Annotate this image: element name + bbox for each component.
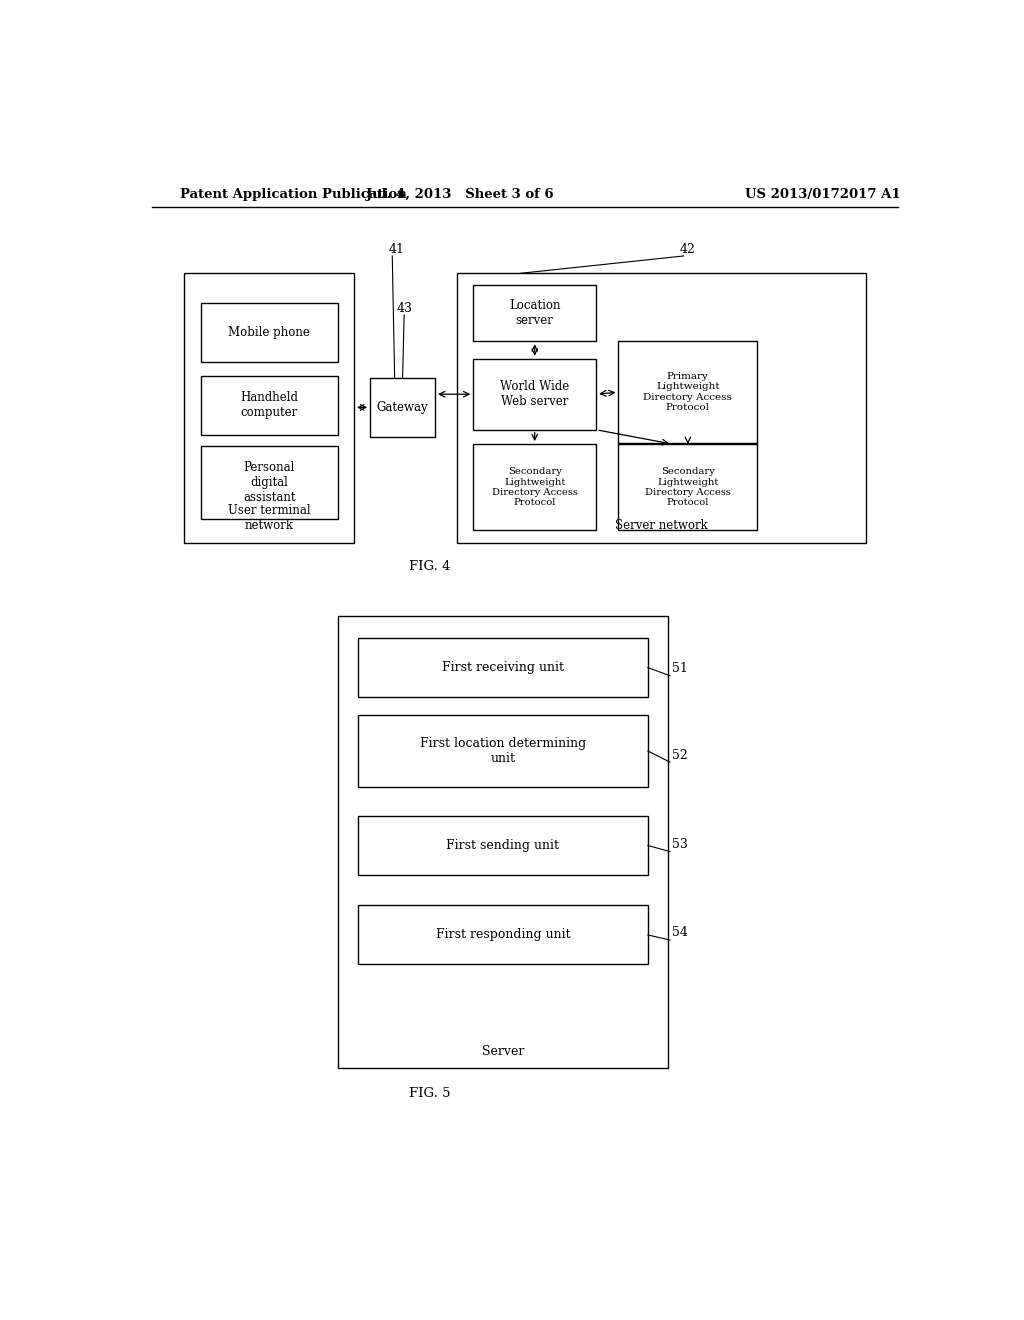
Text: First sending unit: First sending unit [446, 840, 559, 851]
Text: 43: 43 [396, 302, 413, 315]
Text: Secondary
Lightweight
Directory Access
Protocol: Secondary Lightweight Directory Access P… [645, 467, 731, 507]
Text: 42: 42 [680, 243, 695, 256]
Text: User terminal
network: User terminal network [227, 504, 310, 532]
Text: Mobile phone: Mobile phone [228, 326, 310, 339]
Text: Server network: Server network [615, 520, 708, 532]
Text: Handheld
computer: Handheld computer [241, 392, 298, 420]
Text: US 2013/0172017 A1: US 2013/0172017 A1 [744, 189, 900, 202]
Text: 54: 54 [672, 927, 687, 940]
Text: Secondary
Lightweight
Directory Access
Protocol: Secondary Lightweight Directory Access P… [492, 467, 578, 507]
Text: 41: 41 [388, 243, 404, 256]
FancyBboxPatch shape [358, 715, 648, 787]
Text: World Wide
Web server: World Wide Web server [500, 380, 569, 408]
FancyBboxPatch shape [358, 638, 648, 697]
FancyBboxPatch shape [201, 376, 338, 434]
Text: First responding unit: First responding unit [435, 928, 570, 941]
FancyBboxPatch shape [458, 273, 866, 543]
FancyBboxPatch shape [183, 273, 354, 543]
Text: Gateway: Gateway [377, 401, 428, 414]
Text: FIG. 5: FIG. 5 [409, 1086, 451, 1100]
Text: First receiving unit: First receiving unit [442, 661, 564, 675]
Text: 51: 51 [672, 663, 687, 675]
Text: Personal
digital
assistant: Personal digital assistant [243, 461, 296, 504]
Text: 52: 52 [672, 748, 687, 762]
FancyBboxPatch shape [473, 444, 596, 531]
FancyBboxPatch shape [201, 446, 338, 519]
Text: Jul. 4, 2013   Sheet 3 of 6: Jul. 4, 2013 Sheet 3 of 6 [366, 189, 554, 202]
FancyBboxPatch shape [618, 444, 758, 531]
FancyBboxPatch shape [473, 285, 596, 342]
FancyBboxPatch shape [473, 359, 596, 430]
FancyBboxPatch shape [618, 342, 758, 444]
FancyBboxPatch shape [358, 906, 648, 965]
Text: First location determining
unit: First location determining unit [420, 737, 586, 766]
FancyBboxPatch shape [358, 816, 648, 875]
FancyBboxPatch shape [370, 378, 435, 437]
Text: Location
server: Location server [509, 300, 560, 327]
Text: Patent Application Publication: Patent Application Publication [179, 189, 407, 202]
Text: 53: 53 [672, 838, 687, 851]
Text: FIG. 4: FIG. 4 [409, 561, 451, 573]
FancyBboxPatch shape [201, 302, 338, 362]
Text: Server: Server [481, 1045, 524, 1057]
FancyBboxPatch shape [338, 615, 668, 1068]
Text: Primary
Lightweight
Directory Access
Protocol: Primary Lightweight Directory Access Pro… [643, 372, 732, 412]
